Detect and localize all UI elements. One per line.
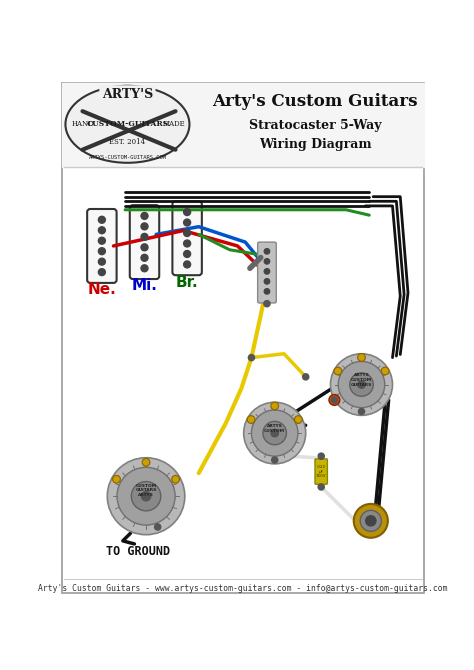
Circle shape bbox=[142, 458, 150, 466]
Circle shape bbox=[264, 279, 270, 284]
Circle shape bbox=[318, 453, 324, 459]
Circle shape bbox=[329, 395, 340, 405]
Text: ARTYS
CUSTOM: ARTYS CUSTOM bbox=[264, 424, 285, 433]
Circle shape bbox=[264, 259, 270, 264]
Circle shape bbox=[358, 381, 365, 388]
Bar bbox=[63, 84, 423, 167]
Circle shape bbox=[99, 258, 105, 265]
FancyBboxPatch shape bbox=[87, 209, 117, 283]
Circle shape bbox=[141, 492, 151, 500]
Text: Mi.: Mi. bbox=[132, 279, 157, 293]
Circle shape bbox=[244, 402, 306, 464]
Circle shape bbox=[183, 208, 191, 216]
Text: Arty's Custom Guitars - www.artys-custom-guitars.com - info@artys-custom-guitars: Arty's Custom Guitars - www.artys-custom… bbox=[38, 584, 447, 593]
Circle shape bbox=[334, 367, 342, 375]
Circle shape bbox=[141, 212, 148, 219]
Circle shape bbox=[183, 219, 191, 226]
Text: Br.: Br. bbox=[176, 275, 199, 289]
Circle shape bbox=[155, 524, 161, 530]
Text: ARTYS-CUSTOM-GUITARS.COM: ARTYS-CUSTOM-GUITARS.COM bbox=[89, 155, 166, 160]
Circle shape bbox=[264, 289, 270, 294]
Circle shape bbox=[350, 373, 374, 396]
Circle shape bbox=[264, 249, 270, 254]
Text: MADE: MADE bbox=[163, 121, 185, 128]
Circle shape bbox=[141, 265, 148, 272]
Circle shape bbox=[264, 301, 270, 307]
Circle shape bbox=[302, 374, 309, 380]
Circle shape bbox=[271, 402, 279, 410]
Circle shape bbox=[247, 415, 255, 423]
Circle shape bbox=[358, 409, 365, 415]
Circle shape bbox=[331, 397, 337, 403]
Circle shape bbox=[360, 511, 382, 531]
Text: ARTYS
CUSTOM
GUITARS: ARTYS CUSTOM GUITARS bbox=[351, 373, 372, 387]
Circle shape bbox=[99, 237, 105, 244]
FancyBboxPatch shape bbox=[130, 205, 159, 279]
Text: Arty's Custom Guitars: Arty's Custom Guitars bbox=[212, 93, 418, 111]
Circle shape bbox=[263, 421, 286, 445]
Text: Stratocaster 5-Way: Stratocaster 5-Way bbox=[249, 119, 381, 131]
Circle shape bbox=[272, 457, 278, 463]
Circle shape bbox=[141, 255, 148, 261]
Circle shape bbox=[141, 244, 148, 251]
Circle shape bbox=[107, 458, 185, 535]
Text: CUSTOM
GUITARS
ARTYS: CUSTOM GUITARS ARTYS bbox=[136, 484, 157, 497]
Text: TO GROUND: TO GROUND bbox=[106, 545, 170, 558]
FancyBboxPatch shape bbox=[173, 201, 202, 275]
Circle shape bbox=[117, 467, 175, 525]
Circle shape bbox=[99, 248, 105, 255]
Circle shape bbox=[99, 226, 105, 234]
Ellipse shape bbox=[65, 86, 190, 163]
Circle shape bbox=[99, 216, 105, 223]
Text: CUSTOM-GUITARS: CUSTOM-GUITARS bbox=[86, 121, 169, 128]
FancyBboxPatch shape bbox=[258, 242, 276, 303]
Circle shape bbox=[113, 476, 120, 483]
Circle shape bbox=[183, 230, 191, 237]
FancyBboxPatch shape bbox=[315, 459, 328, 484]
Circle shape bbox=[172, 476, 180, 483]
Circle shape bbox=[99, 269, 105, 275]
Text: Wiring Diagram: Wiring Diagram bbox=[259, 138, 371, 151]
Circle shape bbox=[330, 354, 392, 415]
Text: ARTY'S: ARTY'S bbox=[102, 88, 153, 100]
Text: .022
µF
150V: .022 µF 150V bbox=[316, 465, 327, 478]
Circle shape bbox=[365, 516, 376, 526]
Circle shape bbox=[338, 361, 385, 407]
Text: Ne.: Ne. bbox=[88, 282, 116, 297]
Circle shape bbox=[141, 223, 148, 230]
Text: EST. 2014: EST. 2014 bbox=[109, 138, 146, 146]
Circle shape bbox=[264, 269, 270, 274]
Circle shape bbox=[271, 429, 278, 437]
Circle shape bbox=[251, 410, 298, 456]
Circle shape bbox=[248, 354, 255, 360]
Circle shape bbox=[381, 367, 389, 375]
Text: HAND: HAND bbox=[71, 121, 94, 128]
Circle shape bbox=[357, 354, 365, 361]
Circle shape bbox=[183, 240, 191, 247]
Circle shape bbox=[141, 233, 148, 241]
Circle shape bbox=[183, 251, 191, 257]
Circle shape bbox=[183, 261, 191, 268]
Circle shape bbox=[294, 415, 302, 423]
Circle shape bbox=[354, 504, 388, 538]
Circle shape bbox=[131, 482, 161, 511]
Circle shape bbox=[318, 484, 324, 490]
